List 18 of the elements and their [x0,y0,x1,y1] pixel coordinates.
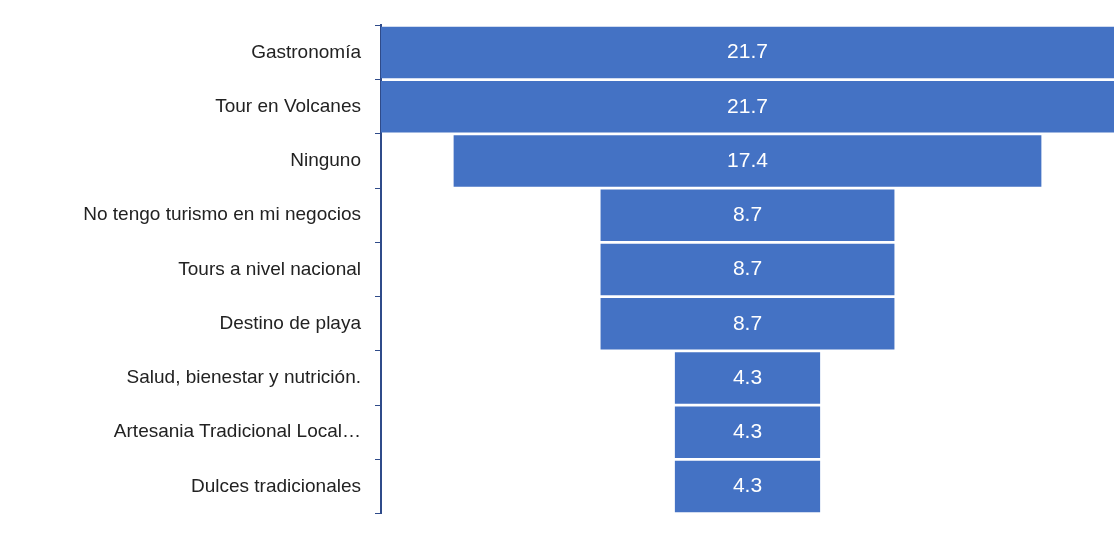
category-label: Salud, bienestar y nutrición. [126,366,361,388]
category-label: Ninguno [290,149,361,171]
data-label: 4.3 [732,364,763,388]
category-label: Tours a nivel nacional [178,257,361,279]
category-label: Gastronomía [251,40,362,62]
data-label: 4.3 [732,419,763,443]
data-label: 8.7 [732,310,763,334]
data-label: 21.7 [727,39,768,63]
category-label: Tour en Volcanes [215,95,361,116]
category-label: Artesania Tradicional Local… [113,420,361,442]
data-label: 4.3 [732,473,763,497]
category-label: No tengo turismo en mi negocios [83,203,361,225]
data-label: 21.7 [727,93,768,117]
data-label: 17.4 [727,147,769,171]
data-label: 8.7 [732,256,763,280]
data-label: 8.7 [732,202,763,226]
category-label: Dulces tradicionales [190,474,361,496]
category-label: Destino de playa [219,311,362,333]
